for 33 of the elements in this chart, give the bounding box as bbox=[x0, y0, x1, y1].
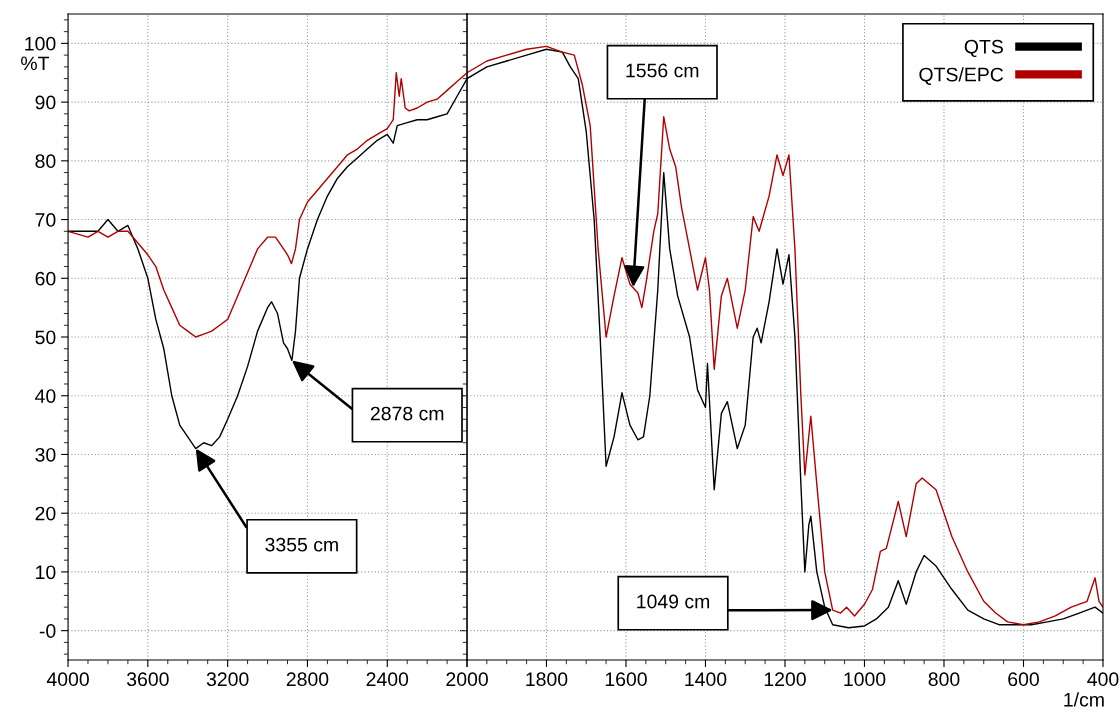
x-tick-label: 3600 bbox=[126, 672, 169, 687]
legend-label: QTS/EPC bbox=[919, 67, 1004, 85]
annotation: 1556 cm bbox=[626, 63, 699, 78]
y-tick-label: 10 bbox=[36, 565, 56, 580]
x-tick-label: 1000 bbox=[844, 672, 886, 687]
y-tick-label: -0 bbox=[39, 624, 56, 638]
x-tick-label: 1800 bbox=[526, 672, 568, 687]
y-tick-label: 50 bbox=[35, 330, 56, 345]
x-tick-label: 3200 bbox=[206, 672, 249, 687]
x-axis-title: 1/cm bbox=[1064, 692, 1104, 707]
x-tick-label: 1600 bbox=[605, 672, 647, 687]
y-tick-label: 30 bbox=[35, 447, 56, 462]
x-tick-label: 4000 bbox=[46, 672, 89, 687]
y-tick-label: 70 bbox=[35, 213, 56, 227]
y-tick-label: 80 bbox=[35, 154, 56, 169]
y-axis-title: %T bbox=[21, 56, 50, 71]
x-tick-label: 1400 bbox=[685, 672, 727, 687]
y-tick-label: 40 bbox=[35, 389, 56, 403]
x-tick-label: 800 bbox=[928, 672, 960, 687]
legend-label: QTS bbox=[964, 39, 1003, 58]
x-tick-label: 2400 bbox=[366, 672, 409, 687]
y-tick-label: 20 bbox=[35, 506, 56, 521]
y-tick-label: 60 bbox=[35, 271, 56, 286]
y-tick-label: 90 bbox=[35, 95, 56, 110]
x-tick-label: 2800 bbox=[286, 672, 329, 687]
x-tick-label: 400 bbox=[1087, 672, 1119, 687]
x-tick-label: 2000 bbox=[446, 672, 488, 687]
annotation: 2878 cm bbox=[370, 406, 444, 421]
x-tick-label: 1200 bbox=[764, 672, 806, 687]
annotation: 1049 cm bbox=[637, 594, 710, 609]
y-tick-label: 100 bbox=[25, 36, 56, 51]
x-tick-label: 600 bbox=[1008, 672, 1039, 687]
annotation: 3355 cm bbox=[265, 537, 338, 552]
